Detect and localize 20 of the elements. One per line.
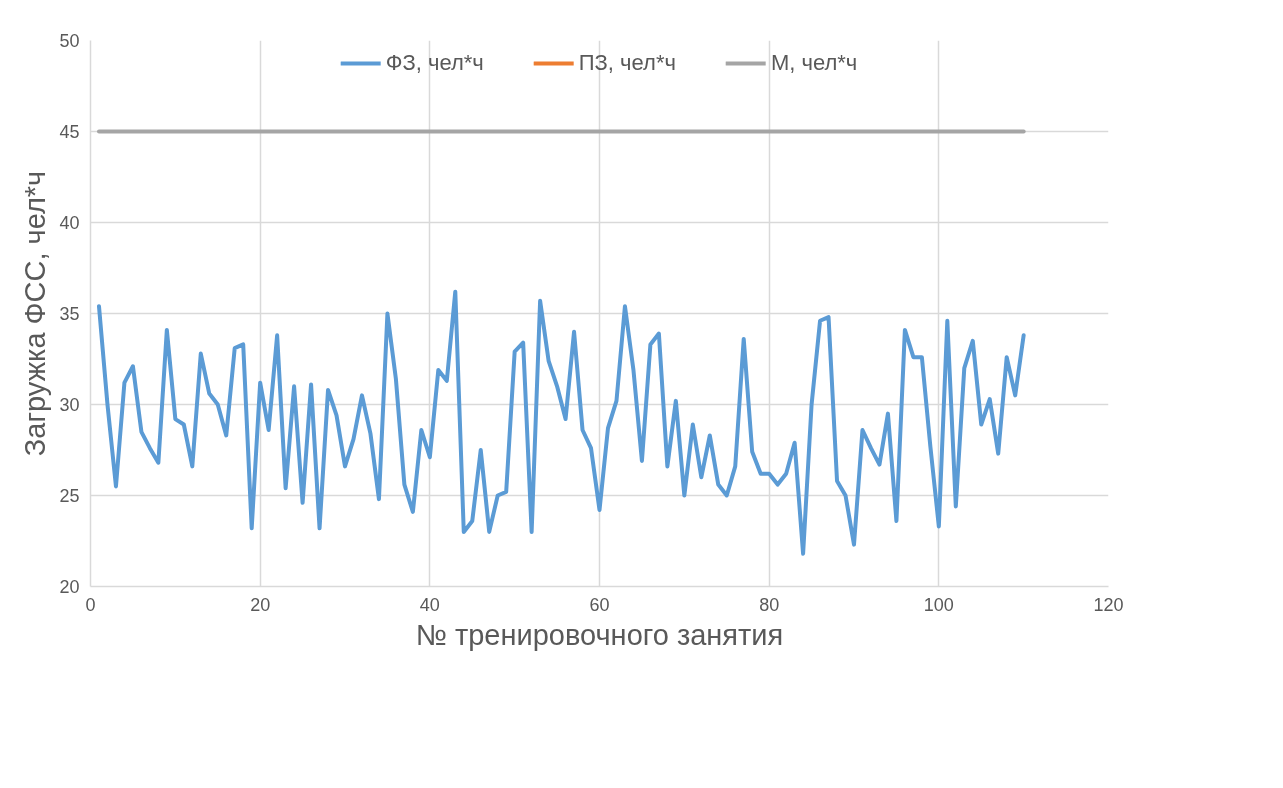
x-tick-label: 0 [85,594,96,615]
x-tick-label: 60 [589,594,610,615]
y-axis-title: Загружка ФСС, чел*ч [19,170,52,457]
x-tick-label: 40 [419,594,440,615]
y-tick-label: 30 [59,395,80,415]
x-tick-label: 80 [759,594,780,615]
y-tick-label: 20 [59,577,80,597]
y-tick-label: 45 [59,122,80,142]
legend-label: М, чел*ч [770,50,858,76]
line-series [96,289,1026,556]
legend-label: ФЗ, чел*ч [385,50,484,76]
y-tick-label: 40 [59,213,80,233]
x-tick-label: 120 [1093,594,1124,615]
y-tick-label: 25 [59,486,80,506]
x-tick-label: 100 [923,594,954,615]
y-tick-label: 35 [59,304,80,324]
y-tick-label: 50 [59,31,80,51]
legend-label: ПЗ, чел*ч [578,50,676,76]
x-tick-label: 20 [250,594,271,615]
x-axis-title: № тренировочного занятия [415,618,784,651]
